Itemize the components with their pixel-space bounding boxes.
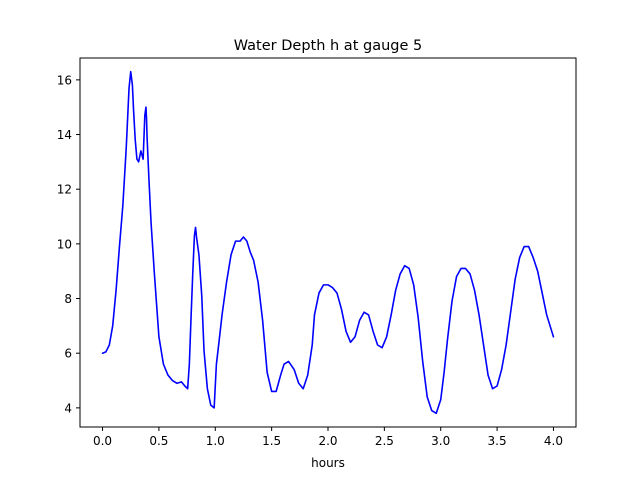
y-tick-label: 8 <box>64 292 72 306</box>
x-tick-label: 2.5 <box>375 434 394 448</box>
x-axis: 0.0 0.5 1.0 1.5 2.0 2.5 3.0 3.5 4.0 <box>93 427 563 448</box>
plot-area: 0.0 0.5 1.0 1.5 2.0 2.5 3.0 3.5 4.0 4 6 8 10 12 14 16 <box>57 57 577 448</box>
y-tick-label: 6 <box>64 347 72 361</box>
plot-frame <box>79 57 577 428</box>
y-axis: 4 6 8 10 12 14 16 <box>57 73 80 415</box>
y-tick-label: 4 <box>64 401 72 415</box>
x-tick-label: 0.5 <box>149 434 168 448</box>
x-tick-label: 3.0 <box>431 434 450 448</box>
x-tick-label: 3.5 <box>488 434 507 448</box>
x-tick-label: 1.5 <box>262 434 281 448</box>
series-line-0 <box>101 70 555 415</box>
x-axis-label: hours <box>311 456 345 470</box>
x-tick-label: 0.0 <box>93 434 112 448</box>
x-tick-label: 4.0 <box>544 434 563 448</box>
y-tick-label: 12 <box>57 183 72 197</box>
chart-title: Water Depth h at gauge 5 <box>234 38 422 54</box>
y-tick-label: 10 <box>57 237 72 251</box>
y-tick-label: 14 <box>57 128 72 142</box>
x-tick-label: 2.0 <box>318 434 337 448</box>
x-tick-label: 1.0 <box>206 434 225 448</box>
data-layer <box>101 70 555 415</box>
y-tick-label: 16 <box>57 73 72 87</box>
